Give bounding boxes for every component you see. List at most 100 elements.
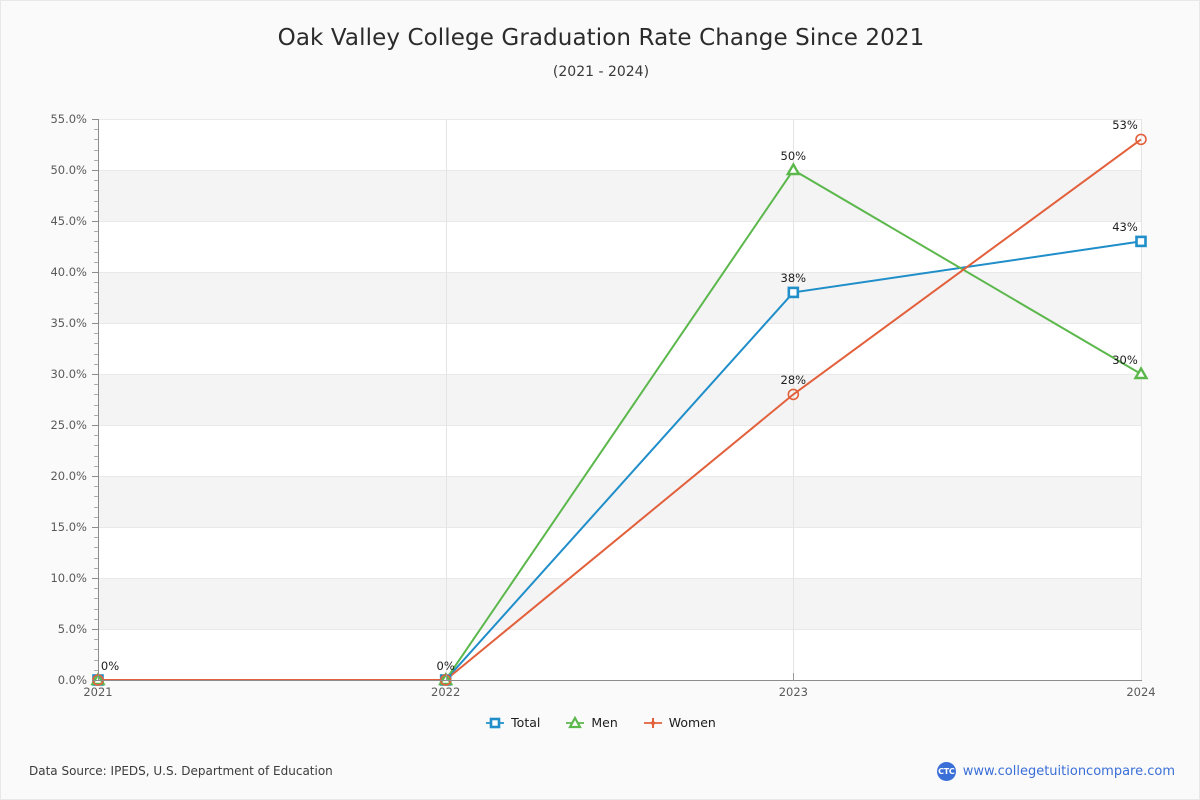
- y-axis-tick-mark: [92, 119, 98, 120]
- y-axis-tick-label: 20.0%: [50, 469, 87, 483]
- y-axis-minor-tick: [94, 435, 98, 437]
- series-line: [98, 240, 1142, 681]
- y-axis-minor-tick: [94, 241, 98, 243]
- y-axis-minor-tick: [94, 445, 98, 447]
- y-axis-minor-tick: [94, 292, 98, 294]
- data-point-label: 0%: [100, 659, 120, 673]
- plot-band: [98, 272, 1141, 323]
- y-axis-tick-mark: [92, 272, 98, 273]
- data-point-marker: [787, 388, 800, 401]
- ctc-logo-icon: CTC: [936, 762, 956, 781]
- y-axis-tick-label: 30.0%: [50, 367, 87, 381]
- data-point-label: 38%: [780, 271, 807, 286]
- y-axis-minor-tick: [94, 312, 98, 314]
- data-point-label: 28%: [780, 373, 807, 388]
- y-axis-minor-tick: [94, 251, 98, 253]
- y-axis-tick-mark: [92, 374, 98, 375]
- y-axis-tick-mark: [92, 680, 98, 681]
- y-axis-tick-mark: [92, 578, 98, 579]
- data-point-label: 0%: [436, 659, 455, 673]
- gridline: [98, 578, 1141, 579]
- y-axis-minor-tick: [94, 129, 98, 131]
- y-axis-minor-tick: [94, 210, 98, 212]
- y-axis-line: [98, 119, 99, 681]
- y-axis-minor-tick: [94, 618, 98, 620]
- y-axis-minor-tick: [94, 404, 98, 406]
- plot-band: [98, 374, 1141, 425]
- series-lines: [90, 133, 1149, 686]
- y-axis-minor-tick: [94, 567, 98, 569]
- x-axis-line: [98, 680, 1142, 681]
- square-marker-icon: [486, 717, 505, 728]
- y-axis-minor-tick: [94, 363, 98, 365]
- x-axis-tick-mark: [793, 673, 795, 681]
- data-point-marker: [1135, 133, 1147, 146]
- data-point-label: 30%: [1112, 353, 1138, 367]
- y-axis-minor-tick: [94, 414, 98, 416]
- y-axis-minor-tick: [94, 149, 98, 151]
- legend-item-men[interactable]: Men: [566, 715, 618, 730]
- plot-band: [98, 578, 1141, 629]
- data-point-marker: [1133, 366, 1149, 380]
- y-axis-minor-tick: [94, 669, 98, 671]
- y-axis-minor-tick: [94, 588, 98, 590]
- y-axis-tick-mark: [92, 221, 98, 222]
- data-point-marker: [787, 286, 800, 299]
- vertical-gridline: [445, 119, 447, 680]
- series-line: [98, 168, 1142, 681]
- y-axis-tick-label: 10.0%: [50, 571, 87, 585]
- y-axis-minor-tick: [94, 649, 98, 651]
- y-axis-tick-label: 50.0%: [50, 163, 87, 177]
- plot-band: [98, 170, 1141, 221]
- y-axis-minor-tick: [94, 547, 98, 549]
- page-title: Oak Valley College Graduation Rate Chang…: [277, 25, 925, 51]
- y-axis-minor-tick: [94, 557, 98, 559]
- brand-footer[interactable]: CTC www.collegetuitioncompare.com: [936, 762, 1175, 781]
- y-axis-minor-tick: [94, 180, 98, 182]
- gridline: [98, 629, 1141, 630]
- triangle-marker-icon: [566, 715, 585, 728]
- chart-legend: Total Men Women: [1, 715, 1200, 730]
- y-axis-minor-tick: [94, 353, 98, 355]
- y-axis-tick-label: 40.0%: [50, 265, 87, 279]
- data-point-marker: [785, 162, 801, 176]
- brand-url-link[interactable]: www.collegetuitioncompare.com: [962, 764, 1175, 779]
- y-axis-tick-label: 25.0%: [50, 418, 87, 432]
- y-axis-tick-label: 35.0%: [50, 316, 87, 330]
- series-line: [98, 138, 1142, 681]
- data-source-text: Data Source: IPEDS, U.S. Department of E…: [29, 764, 333, 778]
- x-axis-tick-label: 2022: [431, 685, 461, 699]
- plus-marker-icon: [643, 717, 662, 728]
- y-axis-minor-tick: [94, 639, 98, 641]
- data-point-label: 43%: [1112, 220, 1138, 235]
- plot-area: [90, 119, 1149, 686]
- y-axis-minor-tick: [94, 231, 98, 233]
- y-axis-minor-tick: [94, 190, 98, 192]
- y-axis-minor-tick: [94, 486, 98, 488]
- data-point-label: 50%: [780, 149, 807, 163]
- y-axis-minor-tick: [94, 608, 98, 610]
- y-axis-minor-tick: [94, 598, 98, 600]
- vertical-gridline: [1141, 119, 1142, 680]
- gridline: [98, 527, 1141, 528]
- data-point-label: 53%: [1112, 118, 1138, 133]
- gridline: [98, 323, 1141, 324]
- y-axis-minor-tick: [94, 333, 98, 335]
- y-axis-tick-mark: [92, 170, 98, 171]
- y-axis-tick-label: 45.0%: [50, 214, 87, 228]
- gridline: [98, 119, 1141, 120]
- y-axis-minor-tick: [94, 537, 98, 539]
- y-axis-tick-label: 0.0%: [57, 673, 87, 687]
- gridline: [98, 221, 1141, 222]
- y-axis-tick-mark: [92, 527, 98, 528]
- x-axis-tick-label: 2021: [83, 685, 113, 699]
- legend-item-women[interactable]: Women: [643, 715, 716, 730]
- x-axis-tick-mark: [445, 673, 447, 681]
- gridline: [98, 476, 1141, 477]
- y-axis-minor-tick: [94, 282, 98, 284]
- y-axis-minor-tick: [94, 139, 98, 141]
- y-axis-minor-tick: [94, 343, 98, 345]
- legend-item-total[interactable]: Total: [486, 715, 540, 730]
- plot-band: [98, 476, 1141, 527]
